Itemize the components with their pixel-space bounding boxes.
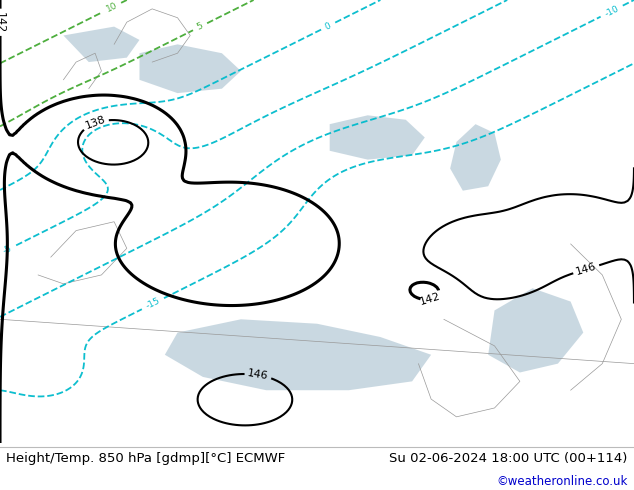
- Polygon shape: [139, 44, 241, 93]
- Text: 142: 142: [0, 12, 5, 33]
- Polygon shape: [488, 288, 583, 372]
- Text: Su 02-06-2024 18:00 UTC (00+114): Su 02-06-2024 18:00 UTC (00+114): [389, 452, 628, 465]
- Text: 0: 0: [323, 21, 333, 31]
- Text: ©weatheronline.co.uk: ©weatheronline.co.uk: [496, 475, 628, 488]
- Text: 142: 142: [418, 291, 442, 307]
- Text: 5: 5: [195, 22, 205, 32]
- Text: -10: -10: [603, 4, 620, 19]
- Polygon shape: [165, 319, 431, 390]
- Text: -5: -5: [2, 244, 14, 256]
- Polygon shape: [450, 124, 501, 191]
- Text: Height/Temp. 850 hPa [gdmp][°C] ECMWF: Height/Temp. 850 hPa [gdmp][°C] ECMWF: [6, 452, 285, 465]
- Text: -15: -15: [145, 296, 162, 311]
- Text: 138: 138: [84, 115, 107, 131]
- Text: 146: 146: [247, 368, 269, 382]
- Text: 146: 146: [574, 261, 598, 277]
- Text: 10: 10: [105, 1, 119, 14]
- Polygon shape: [330, 115, 425, 160]
- Polygon shape: [63, 26, 139, 62]
